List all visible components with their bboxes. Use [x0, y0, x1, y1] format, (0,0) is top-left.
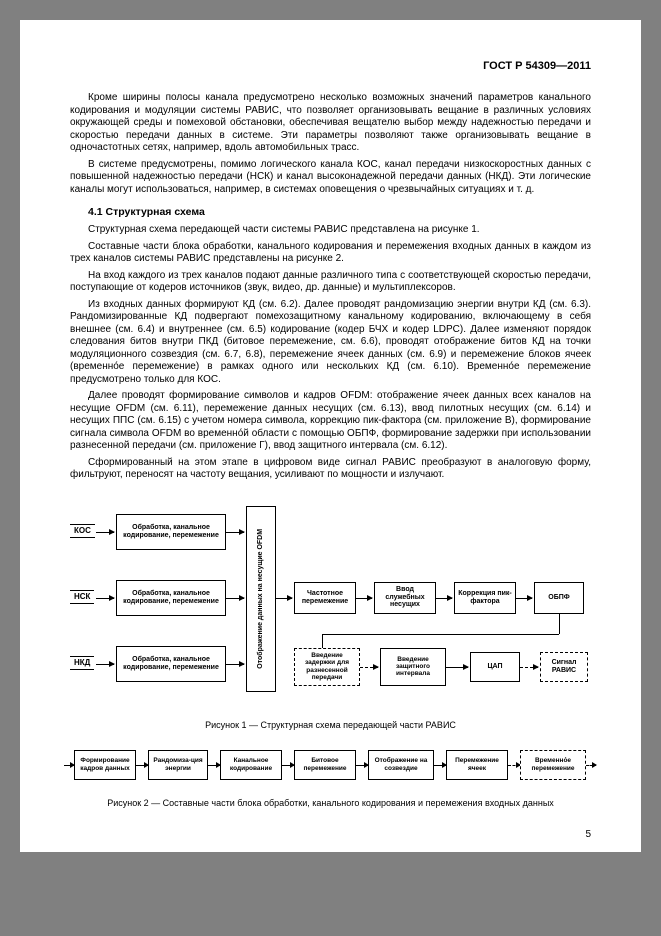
paragraph: Кроме ширины полосы канала предусмотрено… [70, 92, 591, 155]
arrow-dashed [520, 667, 538, 668]
obpf: ОБПФ [534, 582, 584, 614]
page-number: 5 [585, 829, 591, 840]
f2-cellint: Перемежение ячеек [446, 750, 508, 780]
pilot-insert: Ввод служебных несущих [374, 582, 436, 614]
paragraph: Структурная схема передающей части систе… [70, 224, 591, 237]
f2-chcode: Канальное кодирование [220, 750, 282, 780]
figure-1-caption: Рисунок 1 — Структурная схема передающей… [70, 720, 591, 730]
f2-constel: Отображение на созвездие [368, 750, 434, 780]
delay-box: Введение задержки для разнесенной переда… [294, 648, 360, 686]
arrow-dashed [586, 765, 596, 766]
paragraph: В системе предусмотрены, помимо логическ… [70, 159, 591, 197]
input-kos: КОС [70, 524, 95, 539]
arrow [226, 532, 244, 533]
f2-random: Рандомиза-ция энергии [148, 750, 208, 780]
arrow [226, 664, 244, 665]
paragraph: Составные части блока обработки, канальн… [70, 241, 591, 266]
hline [322, 634, 559, 635]
proc-kos: Обработка, канальное кодирование, переме… [116, 514, 226, 550]
proc-nsk: Обработка, канальное кодирование, переме… [116, 580, 226, 616]
arrow [446, 667, 468, 668]
input-nsk: НСК [70, 590, 94, 605]
arrow [516, 598, 532, 599]
figure-2: Формирование кадров данных Рандомиза-ция… [70, 744, 591, 788]
figure-1: КОС НСК НКД Обработка, канальное кодиров… [70, 500, 591, 710]
paragraph: Далее проводят формирование символов и к… [70, 390, 591, 453]
figure-2-caption: Рисунок 2 — Составные части блока обрабо… [70, 798, 591, 808]
arrow [436, 598, 452, 599]
ofdm-map: Отображение данных на несущие OFDM [246, 506, 276, 692]
proc-nkd: Обработка, канальное кодирование, переме… [116, 646, 226, 682]
arrow [96, 532, 114, 533]
arrow [282, 765, 294, 766]
guard-box: Введение защитного интервала [380, 648, 446, 686]
f2-frame: Формирование кадров данных [74, 750, 136, 780]
document-code: ГОСТ Р 54309—2011 [70, 60, 591, 72]
arrow [356, 765, 368, 766]
arrow [226, 598, 244, 599]
vline [559, 614, 560, 634]
f2-bitint: Битовое перемежение [294, 750, 356, 780]
section-title: 4.1 Структурная схема [88, 206, 591, 218]
arrow [276, 598, 292, 599]
arrow [96, 664, 114, 665]
arrow [434, 765, 446, 766]
input-nkd: НКД [70, 656, 94, 671]
arrow [208, 765, 220, 766]
arrow [356, 598, 372, 599]
output-box: Сигнал РАВИС [540, 652, 588, 682]
freq-interleave: Частотное перемежение [294, 582, 356, 614]
ofdm-label: Отображение данных на несущие OFDM [257, 529, 265, 669]
arrow [136, 765, 148, 766]
arrow [96, 598, 114, 599]
paragraph: На вход каждого из трех каналов подают д… [70, 270, 591, 295]
dac-box: ЦАП [470, 652, 520, 682]
paragraph: Сформированный на этом этапе в цифровом … [70, 457, 591, 482]
paragraph: Из входных данных формируют КД (см. 6.2)… [70, 299, 591, 387]
page: ГОСТ Р 54309—2011 Кроме ширины полосы ка… [20, 20, 641, 852]
peak-corr: Коррекция пик-фактора [454, 582, 516, 614]
f2-timeint: Временно́е перемежение [520, 750, 586, 780]
arrow-dashed [360, 667, 378, 668]
arrow [64, 765, 74, 766]
arrow-dashed [508, 765, 520, 766]
